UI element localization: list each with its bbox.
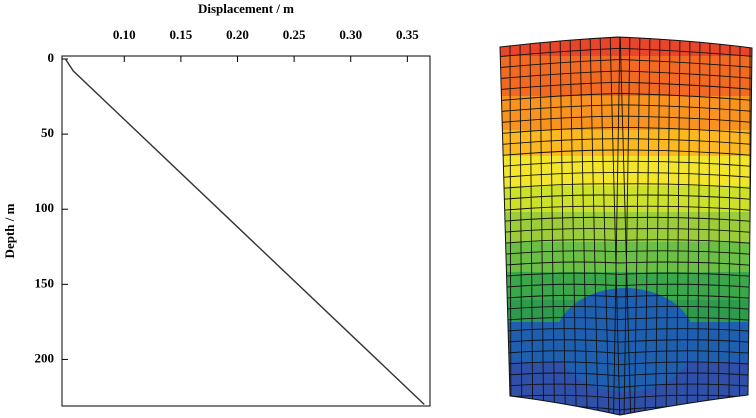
- mesh-col: [509, 37, 512, 415]
- y-tick-label: 0: [48, 50, 55, 65]
- mesh-row: [500, 272, 752, 278]
- mesh-col: [707, 37, 711, 415]
- mesh-row: [500, 283, 752, 289]
- mesh-row: [500, 138, 752, 146]
- mesh-row: [500, 93, 752, 102]
- y-axis-title: Depth / m: [2, 203, 17, 258]
- mesh-col: [599, 37, 610, 415]
- mesh-row: [500, 383, 752, 388]
- mesh-lines: [500, 37, 752, 415]
- mesh-col: [634, 37, 641, 415]
- mesh-col: [613, 37, 621, 415]
- band: [500, 96, 752, 130]
- x-tick-label: 0.10: [113, 27, 136, 42]
- mesh-col: [697, 37, 701, 415]
- mesh-row: [500, 306, 752, 311]
- x-tick-label: 0.30: [339, 27, 362, 42]
- block-outline: [499, 36, 753, 416]
- plot-frame: [61, 55, 431, 407]
- mesh-col: [686, 37, 691, 415]
- mesh-row: [500, 239, 752, 245]
- mesh-col: [739, 37, 741, 415]
- mesh-row: [500, 115, 752, 124]
- mesh-col: [619, 37, 632, 415]
- mesh-row: [500, 126, 752, 135]
- mesh-col: [589, 37, 599, 415]
- mesh-col: [644, 37, 651, 415]
- mesh-row: [500, 183, 752, 190]
- data-line: [64, 58, 425, 406]
- mesh-col: [718, 37, 721, 415]
- mesh-row: [500, 160, 752, 168]
- mesh-row: [500, 228, 752, 234]
- x-tick-label: 0.20: [226, 27, 249, 42]
- mesh-row: [500, 317, 752, 322]
- x-tick-label: 0.15: [170, 27, 193, 42]
- mesh-col: [579, 37, 588, 415]
- mesh-col: [529, 37, 534, 415]
- mesh-col: [569, 37, 577, 415]
- chart: 0.10 0.15 0.20 0.25 0.30 0.35 0 50 100 150 200: [35, 27, 425, 406]
- mesh-block: [500, 37, 752, 415]
- mesh-row: [500, 372, 752, 377]
- mesh-col: [609, 37, 621, 415]
- mesh-row: [500, 172, 752, 179]
- mesh-row: [500, 104, 752, 113]
- mesh-row: [500, 81, 752, 91]
- mesh-row: [500, 350, 752, 355]
- mesh-row: [500, 294, 752, 300]
- mesh-col: [728, 37, 731, 415]
- mesh-row: [500, 216, 752, 223]
- mesh-row: [500, 339, 752, 344]
- mesh-row: [500, 250, 752, 256]
- mesh-row: [500, 194, 752, 201]
- mesh-col: [549, 37, 555, 415]
- y-tick-label: 200: [35, 350, 55, 365]
- x-tick-label: 0.25: [283, 27, 306, 42]
- x-axis-title: Displacement / m: [198, 1, 294, 16]
- mesh-col: [665, 37, 671, 415]
- mesh-col: [623, 37, 631, 415]
- y-tick-label: 50: [41, 125, 54, 140]
- mesh-col: [676, 37, 681, 415]
- mesh-row: [500, 59, 752, 69]
- mesh-col: [559, 37, 566, 415]
- mesh-row: [500, 361, 752, 366]
- y-tick-label: 150: [35, 275, 55, 290]
- x-tick-label: 0.35: [396, 27, 419, 42]
- mesh-row: [500, 70, 752, 80]
- mesh-row: [500, 328, 752, 333]
- mesh-row: [500, 149, 752, 157]
- mesh-col: [539, 37, 545, 415]
- band: [500, 242, 752, 272]
- mesh-row: [500, 261, 752, 267]
- band: [500, 130, 752, 156]
- mesh-col: [655, 37, 661, 415]
- band: [500, 156, 752, 186]
- mesh-row: [500, 394, 752, 400]
- mesh-col: [519, 37, 523, 415]
- mesh-row: [500, 205, 752, 212]
- y-tick-label: 100: [35, 200, 55, 215]
